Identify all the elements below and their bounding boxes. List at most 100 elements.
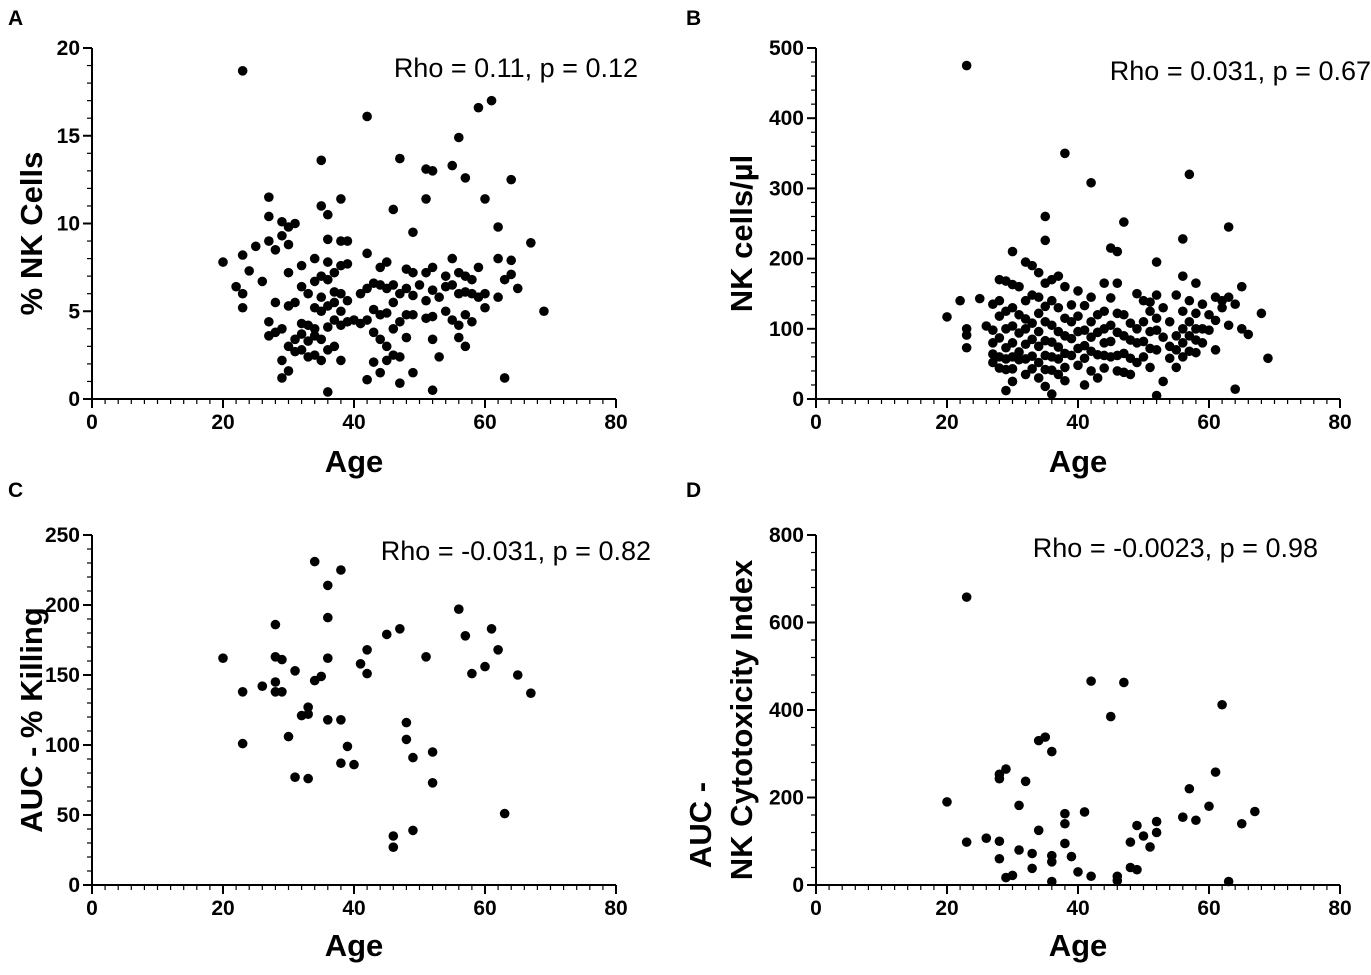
- panel-a-data-point: [493, 292, 503, 303]
- panel-b-data-point: [1119, 348, 1129, 359]
- panel-a-data-point: [467, 274, 477, 285]
- panel-b-data-point: [1204, 309, 1214, 320]
- panel-c-data-point: [526, 688, 536, 698]
- panel-a-y-tick-label: 0: [68, 388, 80, 411]
- panel-c-data-point: [493, 645, 503, 655]
- panel-d-data-point: [1027, 863, 1037, 874]
- panel-b-data-point: [1027, 351, 1037, 361]
- panel-a-data-point: [250, 241, 261, 252]
- panel-b-data-point: [1197, 338, 1208, 348]
- panel-d-data-point: [1066, 851, 1077, 862]
- panel-c-data-point: [283, 731, 294, 742]
- panel-c-data-point: [323, 715, 333, 725]
- panel-d-data-point: [1060, 838, 1070, 849]
- panel-a-data-point: [427, 262, 438, 273]
- panel-a-data-point: [244, 266, 254, 276]
- panel-a-data-point: [421, 194, 431, 204]
- panel-a-data-point: [427, 385, 438, 396]
- panel-b-data-point: [1001, 385, 1011, 396]
- panel-d-data-point: [981, 833, 992, 843]
- panel-a-data-point: [395, 378, 405, 389]
- panel-b-y-tick-label: 400: [769, 107, 804, 130]
- panel-c-data-point: [349, 759, 359, 770]
- panel-a-data-point: [257, 276, 268, 287]
- panel-b-data-point: [1119, 309, 1129, 320]
- panel-b-data-point: [1236, 324, 1247, 334]
- panel-b-y-tick-label: 0: [792, 388, 804, 411]
- panel-a-data-point: [323, 234, 333, 245]
- panel-b-data-point: [1007, 376, 1018, 387]
- panel-d-data-point: [1060, 818, 1070, 829]
- panel-b-data-point: [1158, 376, 1168, 387]
- panel-d-data-point: [1033, 825, 1044, 836]
- panel-d-data-point: [994, 853, 1005, 864]
- panel-a-data-point: [368, 327, 379, 338]
- panel-b-data-point: [1086, 177, 1096, 188]
- panel-b-data-point: [1073, 360, 1083, 371]
- panel-a-data-point: [499, 373, 510, 383]
- panel-b-data-point: [1027, 334, 1037, 345]
- panel-b-data-point: [1020, 369, 1031, 380]
- panel-d-y-tick-label: 200: [769, 787, 804, 810]
- panel-c-data-point: [309, 556, 320, 567]
- panel-a-data-point: [454, 320, 464, 331]
- panel-d-data-point: [961, 837, 972, 847]
- panel-b-data-point: [1060, 148, 1070, 159]
- panel-b-data-point: [1125, 369, 1136, 380]
- panel-b-data-point: [1033, 357, 1044, 368]
- panel-c-data-point: [323, 580, 333, 591]
- panel-d-data-point: [1250, 806, 1260, 817]
- panel-a-data-point: [362, 248, 372, 259]
- panel-c-data-point: [257, 681, 268, 691]
- panel-a-data-point: [388, 280, 399, 290]
- panel-a-data-point: [427, 311, 438, 322]
- panel-d-data-point: [1047, 746, 1057, 757]
- panel-c-correlation-annotation: Rho = -0.031, p = 0.82: [381, 536, 651, 566]
- panel-d-data-point: [994, 836, 1005, 847]
- panel-c-data-point: [381, 629, 392, 640]
- panel-a-data-point: [506, 269, 516, 280]
- panel-b-data-point: [1001, 342, 1011, 353]
- panel-b-data-point: [1145, 362, 1155, 373]
- panel-b-data-point: [974, 293, 985, 304]
- panel-b-data-point: [1105, 293, 1116, 303]
- panel-c-x-tick-label: 0: [86, 897, 98, 920]
- panel-a-data-point: [480, 194, 490, 204]
- panel-b-x-tick-label: 80: [1328, 411, 1351, 434]
- panel-d-data-point: [1014, 800, 1024, 811]
- panel-b-data-point: [1020, 339, 1031, 350]
- panel-a-data-point: [408, 267, 418, 278]
- panel-a-data-point: [336, 194, 346, 204]
- panel-d-y-axis-title-line1: AUC -: [683, 782, 718, 868]
- panel-a-data-point: [329, 315, 340, 325]
- panel-a-x-tick-label: 40: [342, 411, 365, 434]
- panel-a-data-point: [427, 334, 438, 345]
- panel-a-data-point: [408, 309, 418, 320]
- panel-a-data-point: [408, 227, 418, 238]
- panel-a-data-point: [395, 316, 405, 327]
- panel-b-data-point: [1047, 295, 1057, 306]
- panel-b-data-point: [1047, 389, 1057, 399]
- panel-c-data-point: [303, 702, 313, 712]
- panel-b-data-point: [1164, 353, 1175, 364]
- panel-d-data-point: [1223, 876, 1234, 887]
- panel-d-x-tick-label: 40: [1066, 897, 1089, 920]
- panel-b-data-point: [1158, 302, 1168, 313]
- panel-b-data-point: [988, 325, 998, 336]
- panel-a-data-point: [290, 218, 300, 229]
- panel-c-x-tick-label: 60: [473, 897, 496, 920]
- panel-b-data-point: [1092, 373, 1103, 383]
- panel-a-data-point: [434, 352, 444, 362]
- panel-b-x-tick-label: 20: [935, 411, 958, 434]
- panel-a-correlation-annotation: Rho = 0.11, p = 0.12: [394, 53, 638, 83]
- panel-d-data-point: [1047, 857, 1057, 867]
- panel-c-x-tick-label: 80: [604, 897, 627, 920]
- panel-c-data-point: [480, 661, 490, 672]
- panel-b-data-point: [1086, 332, 1096, 343]
- panel-a-data-point: [408, 290, 418, 301]
- panel-b-data-point: [961, 342, 972, 353]
- panel-a-data-point: [290, 334, 300, 345]
- panel-b-data-point: [1230, 384, 1240, 394]
- panel-a-data-point: [434, 292, 444, 303]
- panel-a-data-point: [467, 316, 477, 327]
